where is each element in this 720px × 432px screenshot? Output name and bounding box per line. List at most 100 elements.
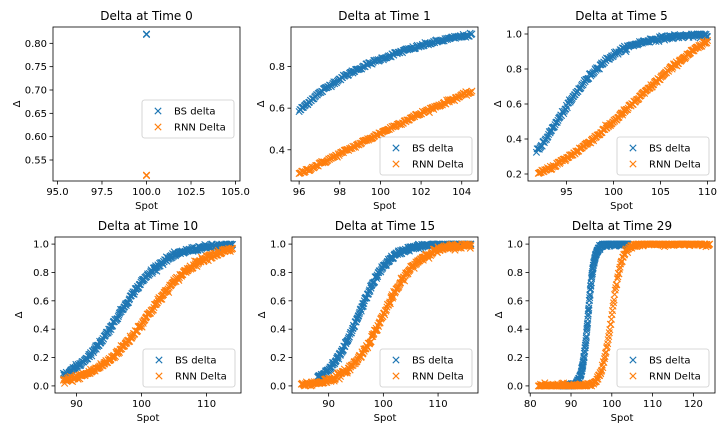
data-point bbox=[175, 276, 183, 284]
plot-area-frame bbox=[528, 236, 716, 394]
legend-box bbox=[142, 348, 236, 388]
y-axis-label: Δ bbox=[256, 100, 267, 107]
data-point bbox=[130, 290, 138, 298]
data-points bbox=[59, 240, 237, 387]
data-point bbox=[386, 298, 394, 306]
x-tick-label: 97.5 bbox=[91, 187, 113, 198]
legend: BS delta RNN Delta bbox=[142, 348, 236, 388]
data-point bbox=[468, 30, 476, 38]
data-point bbox=[553, 118, 561, 126]
data-point bbox=[656, 76, 664, 84]
data-point bbox=[613, 275, 621, 283]
legend-marker bbox=[392, 160, 400, 168]
x-tick-label: 95 bbox=[560, 187, 573, 198]
legend: BS delta RNN Delta bbox=[616, 348, 710, 388]
x-tick-label: 102 bbox=[412, 187, 431, 198]
legend-marker bbox=[629, 356, 637, 364]
data-point bbox=[587, 281, 595, 289]
legend-marker bbox=[629, 144, 637, 152]
data-point bbox=[703, 39, 711, 47]
y-tick-label: 1.0 bbox=[507, 240, 523, 251]
data-points bbox=[142, 30, 151, 180]
data-point bbox=[391, 289, 399, 297]
y-tick-label: 0.0 bbox=[270, 381, 286, 392]
x-tick-label: 105.0 bbox=[221, 187, 250, 198]
x-tick-label: 100 bbox=[602, 399, 621, 410]
legend-box bbox=[379, 136, 473, 176]
data-points bbox=[297, 240, 475, 390]
y-tick-label: 0.6 bbox=[506, 100, 522, 111]
y-tick-label: 0.60 bbox=[25, 132, 47, 143]
data-point bbox=[345, 145, 354, 153]
data-point bbox=[466, 242, 474, 250]
x-tick-label: 105 bbox=[651, 187, 670, 198]
y-tick-label: 0.6 bbox=[269, 104, 285, 115]
chart-panel-3: Delta at Time 5 95 100 105 110 0.2 0.4 0.6 0.8 1.… bbox=[493, 9, 717, 212]
data-point bbox=[337, 148, 345, 157]
x-tick-label: 100 bbox=[374, 399, 393, 410]
data-point bbox=[703, 36, 712, 45]
data-point bbox=[609, 299, 618, 307]
legend-marker bbox=[392, 144, 400, 152]
data-point bbox=[560, 109, 568, 118]
series-bs-delta bbox=[295, 29, 476, 116]
y-tick-label: 0.8 bbox=[506, 65, 522, 76]
x-tick-label: 110 bbox=[429, 399, 448, 410]
data-point bbox=[585, 304, 593, 312]
data-point bbox=[603, 342, 611, 351]
y-tick-label: 1.0 bbox=[270, 240, 286, 251]
x-axis-label: Spot bbox=[373, 201, 396, 212]
legend-box bbox=[141, 99, 235, 139]
chart-title: Delta at Time 0 bbox=[100, 9, 193, 23]
x-axis-label: Spot bbox=[135, 201, 158, 212]
x-tick-label: 110 bbox=[698, 187, 717, 198]
y-tick-label: 1.0 bbox=[33, 240, 49, 251]
x-tick-label: 104 bbox=[452, 187, 471, 198]
x-tick-label: 90 bbox=[70, 399, 83, 410]
data-point bbox=[706, 240, 714, 248]
chart-panel-4: Delta at Time 10 90 100 110 0.0 0.2 0.4 0.6 0.8 1… bbox=[14, 219, 242, 424]
chart-title: Delta at Time 15 bbox=[335, 219, 435, 233]
chart-panel-1: Delta at Time 0 95.0 97.5 100.0 102.5 105.0 0.… bbox=[12, 9, 250, 212]
x-tick-label: 100 bbox=[371, 187, 390, 198]
y-axis-label: Δ bbox=[257, 311, 268, 318]
data-point bbox=[228, 245, 237, 253]
legend: BS delta RNN Delta bbox=[379, 348, 473, 388]
legend-box bbox=[616, 348, 710, 388]
y-axis-label: Δ bbox=[494, 311, 505, 318]
legend: BS delta RNN Delta bbox=[616, 136, 710, 176]
data-point bbox=[142, 172, 151, 180]
data-point bbox=[589, 137, 598, 145]
y-axis-label: Δ bbox=[14, 311, 25, 318]
data-points bbox=[295, 29, 476, 178]
series-rnn-delta bbox=[59, 244, 237, 387]
series-rnn-delta bbox=[534, 36, 712, 177]
x-tick-label: 102.5 bbox=[177, 187, 206, 198]
data-point bbox=[622, 48, 630, 56]
chart-title: Delta at Time 29 bbox=[572, 219, 672, 233]
x-tick-label: 100 bbox=[604, 187, 623, 198]
x-tick-label: 98 bbox=[333, 187, 346, 198]
y-tick-label: 0.8 bbox=[33, 268, 49, 279]
y-tick-label: 0.8 bbox=[269, 62, 285, 73]
legend-marker bbox=[155, 372, 163, 380]
data-point bbox=[389, 294, 397, 302]
x-tick-label: 110 bbox=[643, 399, 662, 410]
y-tick-label: 0.55 bbox=[25, 156, 47, 167]
data-point bbox=[601, 349, 610, 357]
chart-panel-6: Delta at Time 29 80 90 100 110 120 0.0 0.2 0.4 0.… bbox=[494, 219, 716, 424]
legend-marker bbox=[629, 372, 637, 380]
legend-marker bbox=[154, 107, 162, 115]
y-tick-label: 0.2 bbox=[33, 353, 49, 364]
x-tick-label: 95.0 bbox=[46, 187, 68, 198]
data-point bbox=[593, 375, 601, 383]
chart-title: Delta at Time 10 bbox=[98, 219, 198, 233]
y-tick-label: 0.4 bbox=[270, 325, 286, 336]
data-point bbox=[142, 30, 151, 39]
y-tick-label: 0.4 bbox=[506, 135, 522, 146]
data-point bbox=[382, 306, 390, 314]
y-tick-label: 0.65 bbox=[25, 109, 47, 120]
legend-box bbox=[379, 348, 473, 388]
y-tick-label: 0.4 bbox=[33, 325, 49, 336]
